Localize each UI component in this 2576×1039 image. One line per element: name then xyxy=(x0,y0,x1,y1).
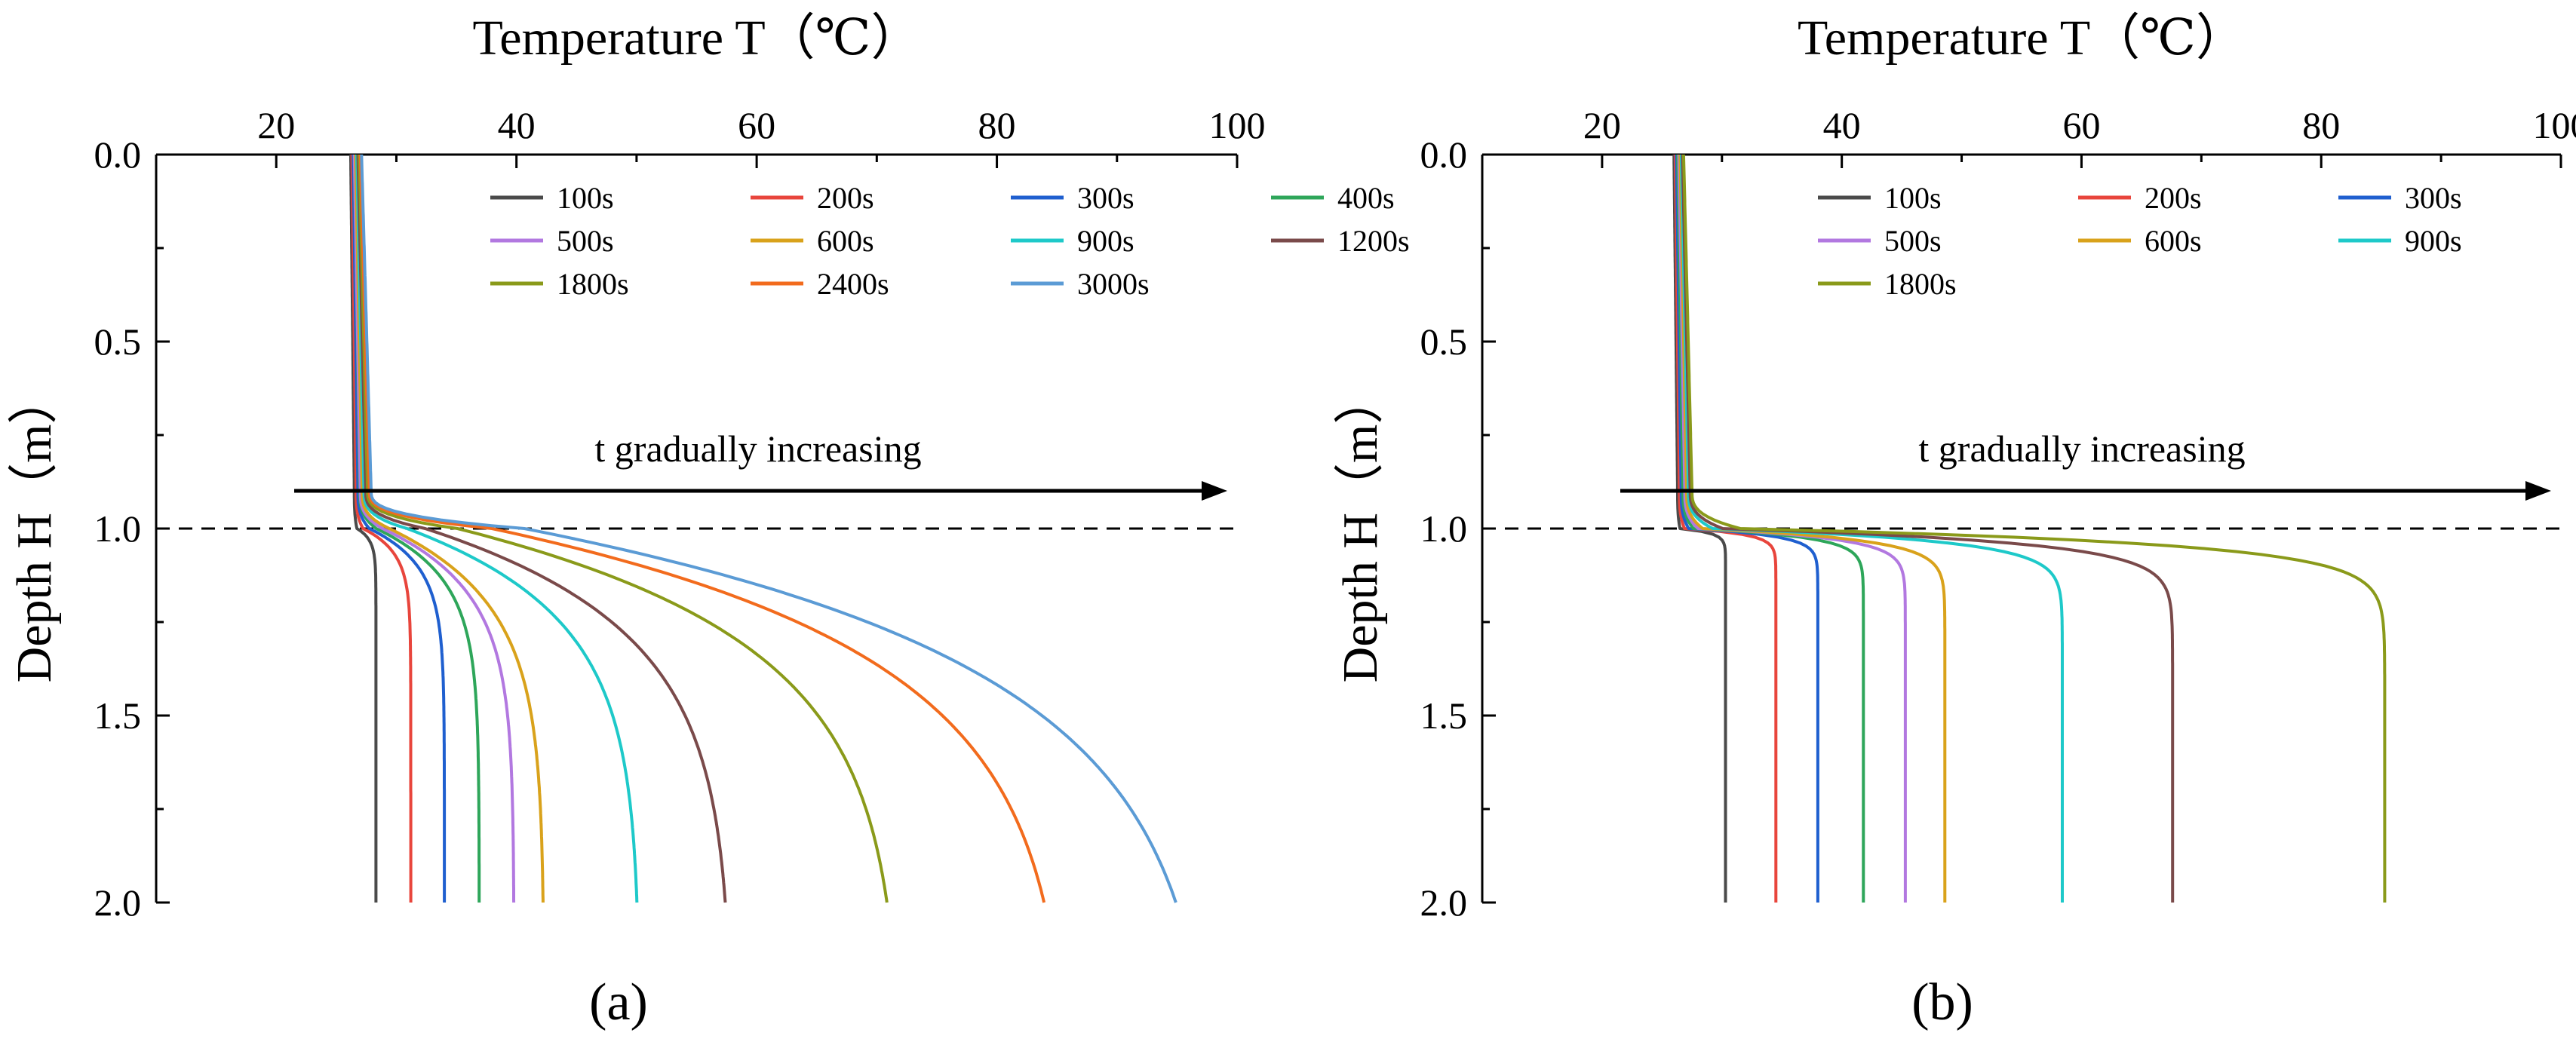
panel-a: 20 40 60 80 100 0.0 0.5 1.0 1.5 2.0 Temperature T（… xyxy=(7,11,1410,1031)
legend-label: 200s xyxy=(817,181,874,215)
x-tick-label: 40 xyxy=(1823,104,1861,146)
panel-label: (a) xyxy=(589,973,648,1031)
legend-label: 100s xyxy=(1884,181,1942,215)
y-tick-label: 1.5 xyxy=(94,694,142,737)
y-axis-title: Depth H（m） xyxy=(1333,375,1388,683)
y-axis-title: Depth H（m） xyxy=(7,375,62,683)
legend-label: 900s xyxy=(2405,224,2462,258)
legend-label: 1800s xyxy=(1884,267,1957,301)
legend-label: 1800s xyxy=(557,267,629,301)
trend-arrow-head xyxy=(2525,481,2551,501)
y-tick-label: 2.0 xyxy=(1420,881,1468,924)
series-line-3000s xyxy=(360,154,1177,903)
x-tick-label: 40 xyxy=(498,104,536,146)
legend-label: 500s xyxy=(1884,224,1942,258)
y-tick-label: 0.5 xyxy=(94,320,142,363)
x-tick-label: 80 xyxy=(2302,104,2340,146)
y-tick-label: 0.0 xyxy=(94,133,142,176)
legend-label: 500s xyxy=(557,224,614,258)
panel-label: (b) xyxy=(1911,973,1973,1031)
x-tick-label: 20 xyxy=(257,104,295,146)
legend-label: 200s xyxy=(2145,181,2202,215)
y-tick-label: 0.0 xyxy=(1420,133,1468,176)
x-tick-label: 60 xyxy=(2062,104,2100,146)
panel-b: 20 40 60 80 100 0.0 0.5 1.0 1.5 2.0 Temperature T（… xyxy=(1333,11,2576,1031)
y-tick-label: 2.0 xyxy=(94,881,142,924)
y-tick-label: 1.0 xyxy=(94,507,142,550)
legend-label: 400s xyxy=(1337,181,1395,215)
legend-label: 300s xyxy=(1077,181,1134,215)
x-tick-label: 20 xyxy=(1583,104,1621,146)
x-tick-label: 100 xyxy=(1209,104,1266,146)
trend-annotation: t gradually increasing xyxy=(594,428,921,470)
trend-arrow-head xyxy=(1202,481,1227,501)
x-axis-title: Temperature T（℃） xyxy=(1798,11,2246,66)
y-tick-label: 1.0 xyxy=(1420,507,1468,550)
legend-label: 100s xyxy=(557,181,614,215)
y-tick-label: 1.5 xyxy=(1420,694,1468,737)
legend-label: 600s xyxy=(817,224,874,258)
legend-label: 300s xyxy=(2405,181,2462,215)
y-tick-label: 0.5 xyxy=(1420,320,1468,363)
legend-label: 3000s xyxy=(1077,267,1150,301)
legend-label: 600s xyxy=(2145,224,2202,258)
x-axis-title: Temperature T（℃） xyxy=(473,11,921,66)
trend-annotation: t gradually increasing xyxy=(1918,428,2245,470)
legend-label: 900s xyxy=(1077,224,1134,258)
x-tick-label: 80 xyxy=(978,104,1016,146)
series-line-1800s xyxy=(1681,154,2387,903)
legend-label: 2400s xyxy=(817,267,889,301)
x-tick-label: 60 xyxy=(738,104,775,146)
legend-label: 1200s xyxy=(1337,224,1410,258)
x-tick-label: 100 xyxy=(2533,104,2576,146)
